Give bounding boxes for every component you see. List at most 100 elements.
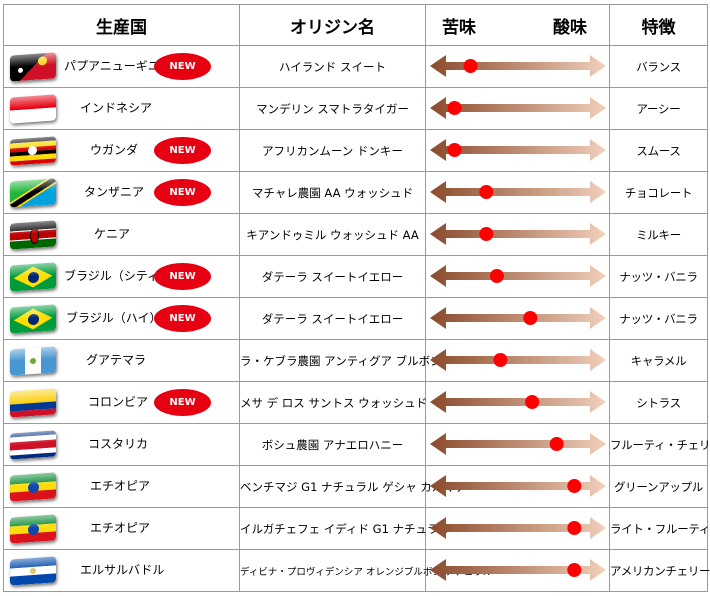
country-cell: グアテマラ (3, 339, 240, 382)
taste-cell (425, 423, 610, 466)
feature: バランス (609, 45, 708, 88)
taste-marker (489, 269, 504, 283)
taste-scale (430, 181, 606, 203)
taste-cell (425, 213, 610, 256)
table-row: ブラジル（ハイ） NEW ダテーラ スイートイエロー ナッツ・バニラ (3, 297, 708, 340)
country-cell: ウガンダ NEW (3, 129, 240, 172)
origin-name: マンデリン スマトラタイガー (239, 87, 426, 130)
taste-scale (430, 223, 606, 245)
origin-name: ベンチマジ G1 ナチュラル ゲシャ カルマチ (239, 465, 466, 508)
country-name: インドネシア (80, 101, 153, 115)
taste-marker (447, 101, 462, 115)
country-name: ブラジル（シティ） (64, 269, 172, 283)
flag-col-icon (10, 388, 56, 418)
country-cell: パプアニューギニア NEW (3, 45, 240, 88)
country-name: エチオピア (90, 479, 151, 493)
country-cell: コロンビア NEW (3, 381, 240, 424)
new-badge: NEW (154, 263, 211, 290)
table-row: コロンビア NEW メサ デ ロス サントス ウォッシュド シトラス (3, 381, 708, 424)
double-arrow-icon (430, 97, 606, 119)
double-arrow-icon (430, 391, 606, 413)
country-name: パプアニューギニア (64, 59, 172, 73)
new-badge: NEW (154, 179, 211, 206)
table-header-row: 生産国 オリジン名 苦味 酸味 特徴 (3, 4, 708, 46)
taste-cell (425, 255, 610, 298)
taste-marker (479, 227, 494, 241)
country-cell: コスタリカ (3, 423, 240, 466)
taste-cell (425, 129, 610, 172)
table-row: ブラジル（シティ） NEW ダテーラ スイートイエロー ナッツ・バニラ (3, 255, 708, 298)
table-row: パプアニューギニア NEW ハイランド スイート バランス (3, 45, 708, 88)
taste-marker (479, 185, 494, 199)
flag-tza-icon (10, 178, 56, 208)
table-row: エルサルバドル ディビナ・プロヴィデンシア オレンジブルボン ナチュラル アメリ… (3, 549, 710, 592)
table-row: エチオピア イルガチェフェ イディド G1 ナチュラル ライト・フルーティ (3, 507, 710, 550)
origin-name: マチャレ農園 AA ウォッシュド (239, 171, 426, 214)
flag-eth-icon (10, 472, 56, 502)
flag-idn-icon (10, 94, 56, 124)
origin-name: ボシュ農園 アナエロハニー (239, 423, 426, 466)
taste-scale (430, 307, 606, 329)
taste-cell (425, 339, 610, 382)
table-row: インドネシア マンデリン スマトラタイガー アーシー (3, 87, 708, 130)
flag-ken-icon (10, 220, 56, 250)
taste-cell (425, 87, 610, 130)
country-name: ケニア (94, 227, 131, 241)
table-row: コスタリカ ボシュ農園 アナエロハニー フルーティ・チェリー (3, 423, 710, 466)
taste-scale (430, 433, 606, 455)
coffee-table: 生産国 オリジン名 苦味 酸味 特徴 パプアニューギニア NEW ハイランド ス… (3, 4, 710, 592)
flag-slv-icon (10, 556, 56, 586)
country-cell: ブラジル（ハイ） NEW (3, 297, 240, 340)
country-name: ブラジル（ハイ） (66, 311, 162, 325)
taste-cell (425, 465, 610, 508)
feature: ナッツ・バニラ (609, 297, 708, 340)
country-cell: エチオピア (3, 507, 240, 550)
taste-scale (430, 349, 606, 371)
origin-name: アフリカンムーン ドンキー (239, 129, 426, 172)
double-arrow-icon (430, 265, 606, 287)
header-taste: 苦味 酸味 (425, 4, 610, 46)
taste-cell (425, 507, 610, 550)
country-cell: ケニア (3, 213, 240, 256)
taste-marker (463, 59, 478, 73)
country-name: グアテマラ (86, 353, 147, 367)
table-row: エチオピア ベンチマジ G1 ナチュラル ゲシャ カルマチ グリーンアップル (3, 465, 708, 508)
taste-marker (493, 353, 508, 367)
taste-scale (430, 475, 606, 497)
taste-marker (523, 311, 538, 325)
origin-name: ハイランド スイート (239, 45, 426, 88)
taste-scale (430, 559, 606, 581)
new-badge: NEW (154, 389, 211, 416)
country-name: タンザニア (84, 185, 145, 199)
double-arrow-icon (430, 55, 606, 77)
header-feature: 特徴 (609, 4, 708, 46)
taste-marker (549, 437, 564, 451)
new-badge: NEW (154, 137, 211, 164)
table-row: ウガンダ NEW アフリカンムーン ドンキー スムース (3, 129, 708, 172)
double-arrow-icon (430, 307, 606, 329)
taste-scale (430, 517, 606, 539)
double-arrow-icon (430, 433, 606, 455)
feature: アーシー (609, 87, 708, 130)
taste-marker (447, 143, 462, 157)
country-name: エチオピア (90, 521, 151, 535)
taste-marker (567, 563, 582, 577)
table-row: ケニア キアンドゥミル ウォッシュド AA ミルキー (3, 213, 708, 256)
country-name: コロンビア (88, 395, 149, 409)
feature: スムース (609, 129, 708, 172)
flag-uga-icon (10, 136, 56, 166)
country-name: ウガンダ (90, 143, 139, 157)
table-row: グアテマラ ラ・ケブラ農園 アンティグア ブルボン キャラメル (3, 339, 708, 382)
country-cell: エチオピア (3, 465, 240, 508)
feature: ミルキー (609, 213, 708, 256)
header-acid: 酸味 (553, 17, 587, 38)
taste-scale (430, 391, 606, 413)
header-bitter: 苦味 (442, 17, 476, 38)
taste-marker (525, 395, 540, 409)
origin-name: ダテーラ スイートイエロー (239, 255, 426, 298)
taste-cell (425, 297, 610, 340)
flag-bra-icon (10, 262, 56, 292)
feature: フルーティ・チェリー (609, 423, 710, 466)
country-cell: ブラジル（シティ） NEW (3, 255, 240, 298)
